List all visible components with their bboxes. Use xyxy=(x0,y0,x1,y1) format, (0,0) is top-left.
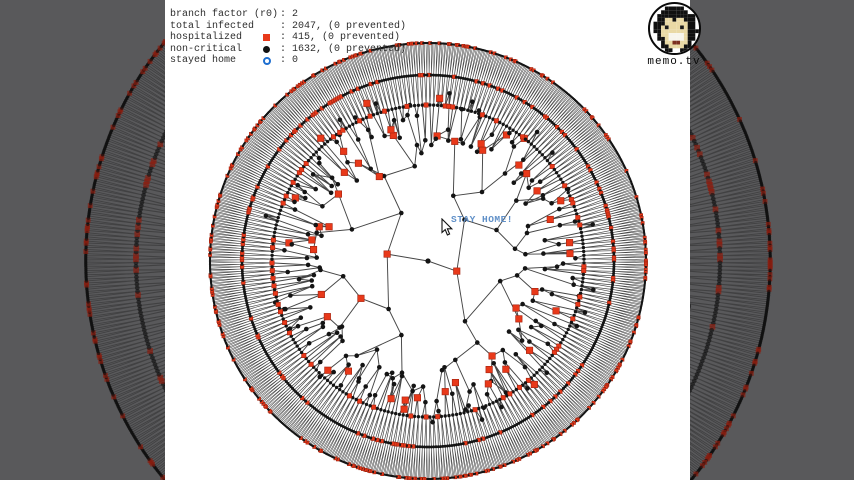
legend-row-non-critical: non-critical : 1632, (0 prevented) xyxy=(170,43,406,56)
non-critical-dot-icon xyxy=(263,45,270,53)
non-critical-label: non-critical xyxy=(170,43,243,55)
video-white-frame xyxy=(165,0,690,480)
stayed-home-ring-icon xyxy=(263,57,271,65)
non-critical-value: : 1632, (0 prevented) xyxy=(280,43,407,55)
branch-factor-value: : 2 xyxy=(280,9,299,20)
legend-row-branch-factor: branch factor (r0) : 2 xyxy=(170,9,400,21)
legend-row-hospitalized: hospitalized : 415, (0 prevented) xyxy=(170,32,400,44)
memo-avatar-pixel-art xyxy=(653,6,699,53)
mouse-cursor-icon xyxy=(441,218,454,236)
hospitalized-label: hospitalized xyxy=(170,32,243,43)
legend-row-stayed-home: stayed home : 0 xyxy=(170,55,400,67)
hospitalized-square-icon xyxy=(263,34,270,41)
memo-avatar xyxy=(647,2,701,55)
legend: branch factor (r0) : 2 total infected : … xyxy=(170,9,406,67)
stayed-home-label: stayed home xyxy=(170,55,237,66)
stay-home-button[interactable]: STAY HOME! xyxy=(451,214,514,225)
stayed-home-value: : 0 xyxy=(280,55,299,66)
legend-row-total-infected: total infected : 2047, (0 prevented) xyxy=(170,20,406,33)
memo-tv-label: memo.tv xyxy=(647,56,701,68)
hospitalized-value: : 415, (0 prevented) xyxy=(280,32,401,43)
memo-tv-watermark: memo.tv xyxy=(636,2,712,68)
radial-infection-tree xyxy=(208,41,648,480)
branch-factor-label: branch factor (r0) xyxy=(170,9,279,20)
total-infected-value: : 2047, (0 prevented) xyxy=(280,20,407,32)
total-infected-label: total infected xyxy=(170,20,255,32)
